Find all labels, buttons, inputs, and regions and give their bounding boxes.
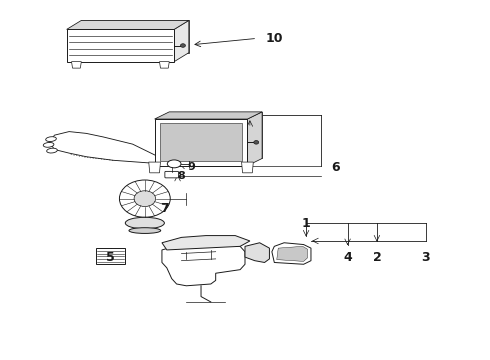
Ellipse shape xyxy=(125,217,164,229)
Text: 4: 4 xyxy=(343,251,352,264)
Ellipse shape xyxy=(167,160,181,168)
Text: 2: 2 xyxy=(372,251,381,264)
Polygon shape xyxy=(277,246,308,261)
Bar xyxy=(96,248,125,264)
Ellipse shape xyxy=(47,148,57,153)
Text: 1: 1 xyxy=(302,216,311,230)
Polygon shape xyxy=(149,162,160,173)
Ellipse shape xyxy=(129,228,161,233)
Text: 10: 10 xyxy=(266,32,283,45)
Circle shape xyxy=(254,140,259,144)
Polygon shape xyxy=(242,162,253,173)
Text: 3: 3 xyxy=(421,251,430,264)
Polygon shape xyxy=(174,21,189,62)
Text: 9: 9 xyxy=(187,162,195,172)
Circle shape xyxy=(120,180,170,217)
Polygon shape xyxy=(72,62,81,68)
Polygon shape xyxy=(155,112,262,119)
Polygon shape xyxy=(159,62,169,68)
Polygon shape xyxy=(247,112,262,166)
Polygon shape xyxy=(155,119,247,166)
Polygon shape xyxy=(162,235,250,250)
Polygon shape xyxy=(245,243,270,262)
Polygon shape xyxy=(67,30,174,62)
Polygon shape xyxy=(162,243,245,286)
Circle shape xyxy=(134,191,156,207)
Text: 7: 7 xyxy=(160,202,169,215)
Text: 5: 5 xyxy=(106,251,115,264)
Polygon shape xyxy=(160,123,242,161)
Text: 6: 6 xyxy=(331,161,340,174)
Circle shape xyxy=(180,44,185,47)
Ellipse shape xyxy=(43,143,54,147)
FancyBboxPatch shape xyxy=(165,171,178,178)
Text: 8: 8 xyxy=(177,171,185,181)
Polygon shape xyxy=(67,21,189,30)
Polygon shape xyxy=(169,112,262,158)
Polygon shape xyxy=(272,243,311,264)
Ellipse shape xyxy=(46,137,56,141)
